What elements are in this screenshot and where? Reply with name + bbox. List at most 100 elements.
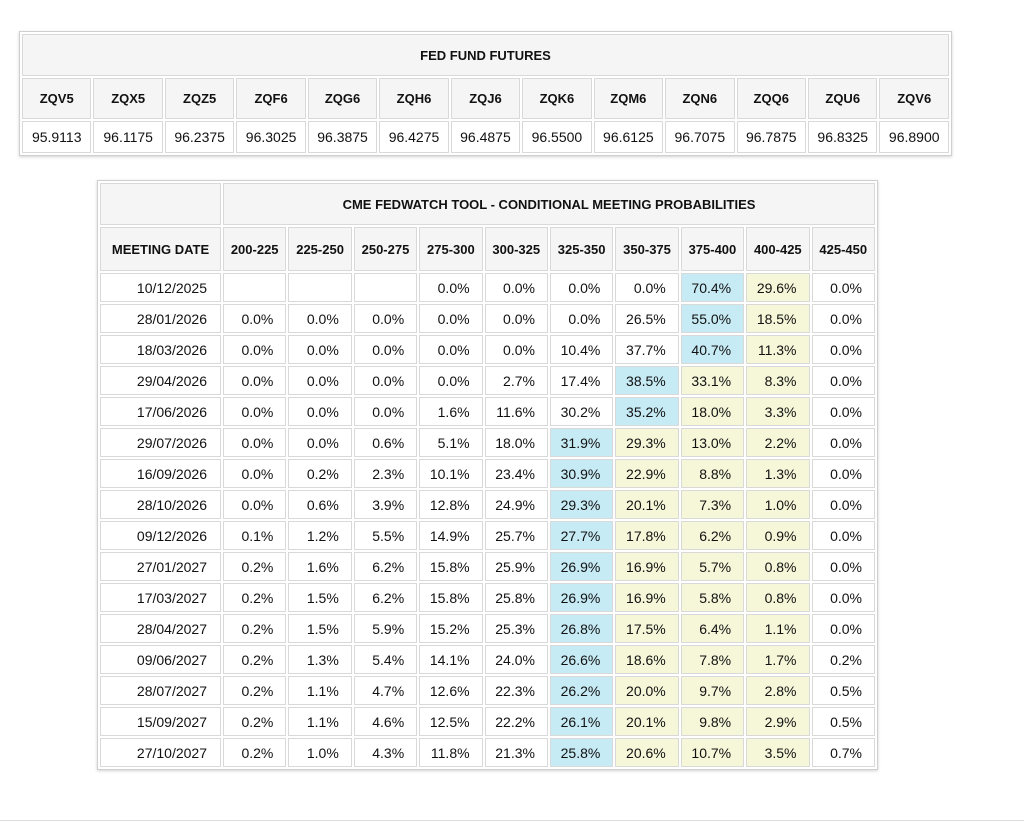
futures-contract-code: ZQM6 xyxy=(593,78,664,119)
probability-cell: 25.8% xyxy=(484,583,548,612)
probability-cell: 0.0% xyxy=(549,273,614,302)
probability-cell: 20.0% xyxy=(615,676,679,705)
fedwatch-table-row: 28/01/2026 0.0% 0.0% 0.0% 0.0% 0.0% 0.0% 26.5% 5… xyxy=(100,304,875,333)
futures-contract-code: ZQN6 xyxy=(665,78,735,119)
probability-cell: 0.0% xyxy=(419,304,483,333)
probability-cell: 2.7% xyxy=(484,366,548,395)
probability-cell: 0.0% xyxy=(223,490,287,519)
probability-cell: 0.0% xyxy=(288,335,352,364)
meeting-date-cell: 09/06/2027 xyxy=(100,645,221,674)
probability-cell: 3.9% xyxy=(353,490,418,519)
probability-cell: 0.0% xyxy=(484,335,548,364)
meeting-date-cell: 17/03/2027 xyxy=(100,583,221,612)
futures-contract-price: 96.6125 xyxy=(593,121,664,153)
probability-cell: 0.0% xyxy=(811,366,875,395)
probability-cell: 26.5% xyxy=(615,304,679,333)
fedwatch-table-row: 27/01/2027 0.2% 1.6% 6.2% 15.8% 25.9% 26.9% 16.… xyxy=(100,552,875,581)
probability-cell: 0.0% xyxy=(223,397,287,426)
probability-cell: 14.1% xyxy=(419,645,483,674)
probability-cell: 17.4% xyxy=(549,366,614,395)
meeting-date-cell: 15/09/2027 xyxy=(100,707,221,736)
probability-cell: 29.3% xyxy=(615,428,679,457)
futures-codes-row: ZQV5 ZQX5 ZQZ5 ZQF6 ZQG6 ZQH6 ZQJ6 ZQK6 ZQM6 ZQN6… xyxy=(22,78,949,119)
probability-cell: 11.3% xyxy=(746,335,810,364)
probability-cell: 2.9% xyxy=(746,707,810,736)
probability-cell: 0.2% xyxy=(223,738,287,767)
futures-contract-code: ZQU6 xyxy=(807,78,878,119)
probability-cell: 6.4% xyxy=(680,614,745,643)
probability-cell: 0.2% xyxy=(811,645,875,674)
meeting-date-cell: 18/03/2026 xyxy=(100,335,221,364)
probability-cell: 25.7% xyxy=(484,521,548,550)
probability-cell: 0.0% xyxy=(223,366,287,395)
probability-cell: 0.0% xyxy=(549,304,614,333)
fedwatch-section: CME FEDWATCH TOOL - CONDITIONAL MEETING … xyxy=(97,180,878,770)
probability-cell: 14.9% xyxy=(419,521,483,550)
futures-contract-code: ZQJ6 xyxy=(450,78,521,119)
probability-cell: 8.3% xyxy=(746,366,810,395)
probability-cell: 0.0% xyxy=(811,397,875,426)
probability-cell: 25.9% xyxy=(484,552,548,581)
probability-cell: 22.9% xyxy=(615,459,679,488)
probability-cell: 5.1% xyxy=(419,428,483,457)
fedwatch-title-row: CME FEDWATCH TOOL - CONDITIONAL MEETING … xyxy=(100,183,875,225)
meeting-date-cell: 10/12/2025 xyxy=(100,273,221,302)
probability-cell: 0.2% xyxy=(223,676,287,705)
probability-cell: 9.8% xyxy=(680,707,745,736)
probability-cell: 22.3% xyxy=(484,676,548,705)
probability-cell: 0.7% xyxy=(811,738,875,767)
fedwatch-table-row: 27/10/2027 0.2% 1.0% 4.3% 11.8% 21.3% 25.8% 20.… xyxy=(100,738,875,767)
probability-cell: 0.0% xyxy=(419,335,483,364)
probability-cell: 1.2% xyxy=(288,521,352,550)
probability-cell: 0.0% xyxy=(811,273,875,302)
probability-cell: 37.7% xyxy=(615,335,679,364)
futures-contract-price: 96.3025 xyxy=(236,121,306,153)
probability-cell: 1.1% xyxy=(288,676,352,705)
probability-cell: 18.5% xyxy=(746,304,810,333)
fedwatch-table-row: 29/07/2026 0.0% 0.0% 0.6% 5.1% 18.0% 31.9% 29.3… xyxy=(100,428,875,457)
fedwatch-table-row: 10/12/2025 0.0% 0.0% 0.0% 0.0% 70.4% 29.6% 0.0% xyxy=(100,273,875,302)
probability-cell: 1.3% xyxy=(746,459,810,488)
probability-cell: 18.6% xyxy=(615,645,679,674)
probability-cell: 11.6% xyxy=(484,397,548,426)
meeting-date-cell: 09/12/2026 xyxy=(100,521,221,550)
probability-cell: 15.8% xyxy=(419,552,483,581)
probability-cell: 0.0% xyxy=(288,397,352,426)
probability-cell: 0.0% xyxy=(811,583,875,612)
probability-cell xyxy=(223,273,287,302)
meeting-date-cell: 27/10/2027 xyxy=(100,738,221,767)
probability-cell: 30.9% xyxy=(549,459,614,488)
probability-cell: 0.0% xyxy=(288,428,352,457)
probability-cell: 15.8% xyxy=(419,583,483,612)
probability-cell: 1.0% xyxy=(288,738,352,767)
futures-contract-code: ZQF6 xyxy=(236,78,306,119)
probability-cell: 21.3% xyxy=(484,738,548,767)
probability-cell: 0.0% xyxy=(353,366,418,395)
fedwatch-table-row: 16/09/2026 0.0% 0.2% 2.3% 10.1% 23.4% 30.9% 22.… xyxy=(100,459,875,488)
probability-cell: 3.5% xyxy=(746,738,810,767)
probability-cell: 12.8% xyxy=(419,490,483,519)
probability-cell: 4.6% xyxy=(353,707,418,736)
probability-cell: 2.2% xyxy=(746,428,810,457)
probability-cell: 13.0% xyxy=(680,428,745,457)
probability-cell: 16.9% xyxy=(615,552,679,581)
meeting-date-cell: 28/04/2027 xyxy=(100,614,221,643)
probability-cell: 20.1% xyxy=(615,490,679,519)
meeting-date-cell: 28/10/2026 xyxy=(100,490,221,519)
probability-cell: 26.8% xyxy=(549,614,614,643)
probability-cell: 20.1% xyxy=(615,707,679,736)
probability-cell: 0.0% xyxy=(484,304,548,333)
probability-cell: 18.0% xyxy=(680,397,745,426)
probability-cell: 0.0% xyxy=(811,490,875,519)
meeting-date-cell: 29/04/2026 xyxy=(100,366,221,395)
rate-range-header: 400-425 xyxy=(746,227,810,271)
probability-cell: 7.3% xyxy=(680,490,745,519)
probability-cell: 0.0% xyxy=(484,273,548,302)
probability-cell: 0.0% xyxy=(615,273,679,302)
futures-contract-price: 96.7875 xyxy=(736,121,806,153)
probability-cell: 26.1% xyxy=(549,707,614,736)
probability-cell: 0.5% xyxy=(811,676,875,705)
probability-cell: 12.5% xyxy=(419,707,483,736)
probability-cell: 5.8% xyxy=(680,583,745,612)
probability-cell xyxy=(288,273,352,302)
